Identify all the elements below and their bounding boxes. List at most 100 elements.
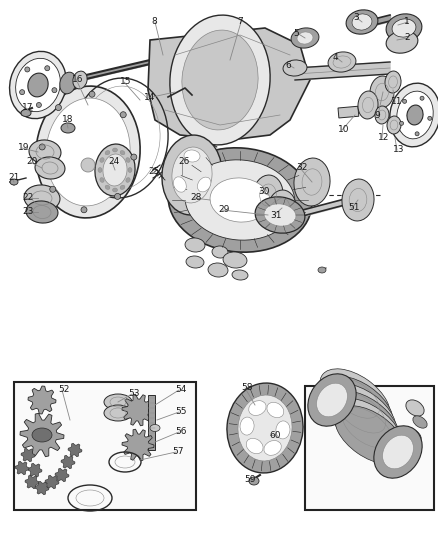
- Bar: [148, 395, 155, 450]
- Ellipse shape: [238, 395, 292, 461]
- Ellipse shape: [185, 238, 205, 252]
- Ellipse shape: [100, 177, 104, 182]
- Ellipse shape: [386, 14, 422, 42]
- Ellipse shape: [223, 252, 247, 268]
- Ellipse shape: [332, 399, 402, 457]
- Text: 9: 9: [374, 110, 380, 119]
- Text: 28: 28: [190, 193, 201, 203]
- Ellipse shape: [105, 185, 110, 189]
- Text: 30: 30: [258, 188, 269, 197]
- Ellipse shape: [249, 401, 266, 415]
- Ellipse shape: [320, 369, 390, 427]
- Ellipse shape: [413, 416, 427, 428]
- Ellipse shape: [276, 421, 290, 439]
- Ellipse shape: [317, 383, 347, 417]
- Ellipse shape: [104, 394, 132, 410]
- Ellipse shape: [253, 175, 283, 215]
- Text: 51: 51: [348, 204, 360, 213]
- Ellipse shape: [405, 429, 421, 443]
- Polygon shape: [55, 468, 69, 482]
- Polygon shape: [25, 475, 39, 489]
- Ellipse shape: [397, 91, 433, 139]
- Ellipse shape: [182, 30, 258, 130]
- Ellipse shape: [232, 270, 248, 280]
- Ellipse shape: [170, 15, 270, 145]
- Text: 59: 59: [244, 475, 255, 484]
- Ellipse shape: [198, 177, 211, 192]
- Ellipse shape: [95, 144, 135, 196]
- Bar: [305, 386, 434, 510]
- Ellipse shape: [240, 417, 254, 435]
- Ellipse shape: [126, 158, 130, 163]
- Ellipse shape: [227, 383, 303, 473]
- Polygon shape: [45, 475, 59, 489]
- Circle shape: [52, 87, 57, 93]
- Ellipse shape: [346, 10, 378, 34]
- Ellipse shape: [406, 400, 424, 416]
- Text: 53: 53: [128, 390, 139, 399]
- Circle shape: [415, 132, 419, 136]
- Ellipse shape: [291, 28, 319, 48]
- Ellipse shape: [172, 147, 212, 203]
- Circle shape: [120, 112, 126, 118]
- Ellipse shape: [387, 116, 401, 134]
- Ellipse shape: [60, 72, 76, 94]
- Ellipse shape: [358, 91, 378, 119]
- Text: 21: 21: [8, 174, 19, 182]
- Text: 4: 4: [333, 53, 339, 62]
- Ellipse shape: [28, 73, 48, 97]
- Circle shape: [428, 116, 432, 120]
- Text: 15: 15: [120, 77, 131, 86]
- Polygon shape: [28, 463, 42, 477]
- Text: 58: 58: [241, 384, 252, 392]
- Ellipse shape: [21, 109, 31, 117]
- Text: 3: 3: [353, 13, 359, 22]
- Circle shape: [36, 102, 41, 108]
- Bar: [338, 106, 359, 118]
- Ellipse shape: [61, 123, 75, 133]
- Text: 57: 57: [172, 448, 184, 456]
- Text: 13: 13: [393, 146, 405, 155]
- Ellipse shape: [385, 71, 401, 93]
- Ellipse shape: [283, 60, 307, 76]
- Ellipse shape: [382, 435, 413, 469]
- Ellipse shape: [246, 438, 263, 454]
- Text: 31: 31: [270, 211, 282, 220]
- Circle shape: [81, 207, 87, 213]
- Polygon shape: [15, 461, 29, 475]
- Text: 8: 8: [151, 18, 157, 27]
- Circle shape: [131, 154, 137, 160]
- Circle shape: [399, 122, 403, 125]
- Ellipse shape: [185, 160, 295, 240]
- Ellipse shape: [318, 267, 326, 273]
- Ellipse shape: [328, 52, 356, 72]
- Ellipse shape: [249, 477, 259, 485]
- Ellipse shape: [267, 402, 284, 418]
- Ellipse shape: [126, 177, 130, 182]
- Ellipse shape: [35, 157, 65, 179]
- Ellipse shape: [16, 58, 60, 112]
- Ellipse shape: [184, 150, 200, 162]
- Ellipse shape: [294, 158, 330, 206]
- Ellipse shape: [392, 19, 416, 37]
- Ellipse shape: [24, 185, 60, 211]
- Ellipse shape: [168, 148, 312, 252]
- Text: 32: 32: [296, 164, 307, 173]
- Text: 54: 54: [175, 385, 187, 394]
- Ellipse shape: [173, 177, 186, 192]
- Ellipse shape: [375, 106, 389, 124]
- Text: 22: 22: [22, 193, 33, 203]
- Bar: [14, 382, 196, 510]
- Text: 17: 17: [22, 103, 33, 112]
- Circle shape: [39, 144, 45, 150]
- Ellipse shape: [342, 179, 374, 221]
- Ellipse shape: [120, 150, 125, 155]
- Text: 1: 1: [404, 18, 410, 27]
- Text: 20: 20: [26, 157, 37, 166]
- Circle shape: [25, 67, 30, 72]
- Polygon shape: [148, 28, 310, 140]
- Ellipse shape: [386, 31, 418, 53]
- Ellipse shape: [210, 178, 270, 222]
- Ellipse shape: [370, 76, 394, 108]
- Text: 56: 56: [175, 427, 187, 437]
